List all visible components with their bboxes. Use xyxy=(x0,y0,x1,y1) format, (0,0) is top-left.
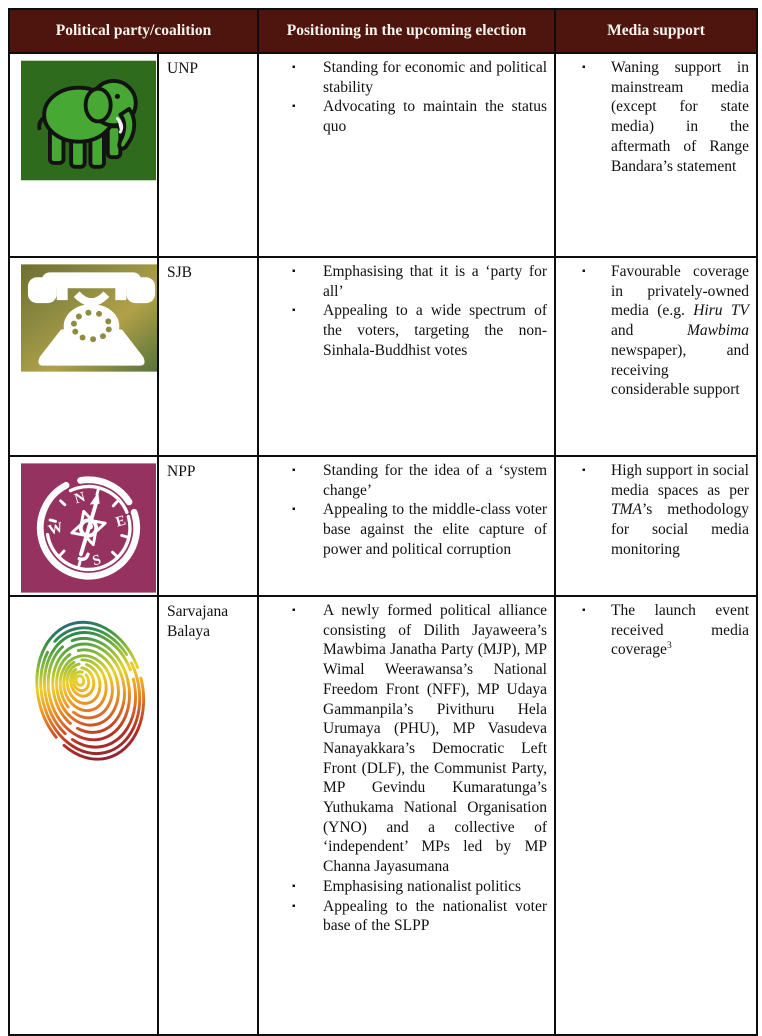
media-support-list-sarvajana-balaya: ▪ The launch event received media coverag… xyxy=(556,597,756,1034)
bullet-text: Advocating to maintain the status quo xyxy=(323,98,547,136)
npp-compass-logo-icon: N E S W xyxy=(21,463,156,593)
svg-text:N: N xyxy=(73,489,88,507)
bullet-item: ▪ Appealing to a wide spectrum of the vot… xyxy=(259,301,547,360)
positioning-list-unp: ▪ Standing for economic and political sta… xyxy=(259,54,556,256)
bullet-square-icon: ▪ xyxy=(292,305,296,317)
media-support-list-npp: ▪ High support in social media spaces as … xyxy=(556,457,756,595)
bullet-square-icon: ▪ xyxy=(292,465,296,476)
npp-logo-cell: N E S W xyxy=(10,457,159,595)
table-row-npp: N E S W NPP ▪ Standing for th xyxy=(10,455,756,595)
positioning-list-sjb: ▪ Emphasising that it is a ‘party for all… xyxy=(259,258,556,455)
bullet-square-icon: ▪ xyxy=(582,465,586,476)
bullet-square-icon: ▪ xyxy=(582,266,586,277)
unp-green-elephant-logo-icon xyxy=(21,60,156,181)
media-support-list-unp: ▪ Waning support in mainstream media (exc… xyxy=(556,54,756,256)
sarvajana-balaya-rainbow-fingerprint-logo-icon xyxy=(35,620,146,761)
bullet-text: Appealing to a wide spectrum of the vote… xyxy=(323,302,547,359)
positioning-list-npp: ▪ Standing for the idea of a ‘system chan… xyxy=(259,457,556,595)
bullet-text: Waning support in mainstream media (exce… xyxy=(611,59,749,175)
table-header-row: Political party/coalition Positioning in… xyxy=(10,10,756,54)
unp-logo-cell xyxy=(10,54,159,256)
bullet-square-icon: ▪ xyxy=(292,504,296,516)
bullet-item: ▪ Standing for economic and political sta… xyxy=(259,58,547,97)
bullet-square-icon: ▪ xyxy=(582,605,586,616)
bullet-text: A newly formed political alliance consis… xyxy=(323,602,547,876)
party-positioning-table: Political party/coalition Positioning in… xyxy=(8,8,758,1036)
sjb-telephone-logo-icon xyxy=(21,264,157,372)
table-row-sjb: SJB ▪ Emphasising that it is a ‘party for… xyxy=(10,256,756,455)
svg-text:E: E xyxy=(114,513,128,531)
positioning-list-sarvajana-balaya: ▪ A newly formed political alliance consi… xyxy=(259,597,556,1034)
party-name: SJB xyxy=(159,258,259,455)
bullet-text: High support in social media spaces as p… xyxy=(611,462,749,558)
bullet-text: Emphasising that it is a ‘party for all’ xyxy=(323,263,547,300)
bullet-square-icon: ▪ xyxy=(292,266,296,277)
bullet-item: ▪ Advocating to maintain the status quo xyxy=(259,97,547,136)
bullet-item: ▪ Favourable coverage in privately-owned … xyxy=(556,262,749,400)
bullet-square-icon: ▪ xyxy=(292,62,296,73)
bullet-square-icon: ▪ xyxy=(292,605,296,616)
bullet-item: ▪ A newly formed political alliance consi… xyxy=(259,601,547,877)
bullet-item: ▪ Emphasising nationalist politics xyxy=(259,877,547,897)
bullet-text: Favourable coverage in privately-owned m… xyxy=(611,263,749,399)
bullet-item: ▪ High support in social media spaces as … xyxy=(556,461,749,560)
media-support-list-sjb: ▪ Favourable coverage in privately-owned … xyxy=(556,258,756,455)
header-cell-party: Political party/coalition xyxy=(10,10,259,52)
sjb-logo-cell xyxy=(10,258,159,455)
bullet-text: Standing for the idea of a ‘system chang… xyxy=(323,462,547,499)
bullet-item: ▪ Waning support in mainstream media (exc… xyxy=(556,58,749,176)
bullet-item: ▪ Standing for the idea of a ‘system chan… xyxy=(259,461,547,500)
bullet-text: Standing for economic and political stab… xyxy=(323,59,547,96)
party-name: Sarvajana Balaya xyxy=(159,597,259,1034)
sarvajana-balaya-logo-cell xyxy=(10,597,159,1034)
bullet-text: Appealing to the middle-class voter base… xyxy=(323,501,547,558)
party-name: NPP xyxy=(159,457,259,595)
header-cell-positioning: Positioning in the upcoming election xyxy=(259,10,556,52)
bullet-item: ▪ The launch event received media coverag… xyxy=(556,601,749,660)
header-cell-media-support: Media support xyxy=(607,22,705,39)
bullet-square-icon: ▪ xyxy=(292,900,296,912)
bullet-square-icon: ▪ xyxy=(292,880,296,892)
bullet-item: ▪ Appealing to the nationalist voter base… xyxy=(259,897,547,936)
bullet-square-icon: ▪ xyxy=(582,62,586,73)
bullet-square-icon: ▪ xyxy=(292,101,296,113)
bullet-item: ▪ Appealing to the middle-class voter bas… xyxy=(259,500,547,559)
bullet-text: Appealing to the nationalist voter base … xyxy=(323,897,547,935)
party-name: UNP xyxy=(159,54,259,256)
table-row-sarvajana-balaya: Sarvajana Balaya ▪ A newly formed politic… xyxy=(10,595,756,1034)
bullet-item: ▪ Emphasising that it is a ‘party for all… xyxy=(259,262,547,301)
bullet-text: Emphasising nationalist politics xyxy=(323,877,522,895)
svg-text:W: W xyxy=(47,519,66,539)
bullet-text: The launch event received media coverage… xyxy=(611,602,749,659)
table-row-unp: UNP ▪ Standing for economic and political… xyxy=(10,54,756,256)
